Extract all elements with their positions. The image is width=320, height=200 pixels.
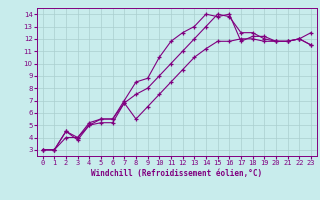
X-axis label: Windchill (Refroidissement éolien,°C): Windchill (Refroidissement éolien,°C) [91, 169, 262, 178]
